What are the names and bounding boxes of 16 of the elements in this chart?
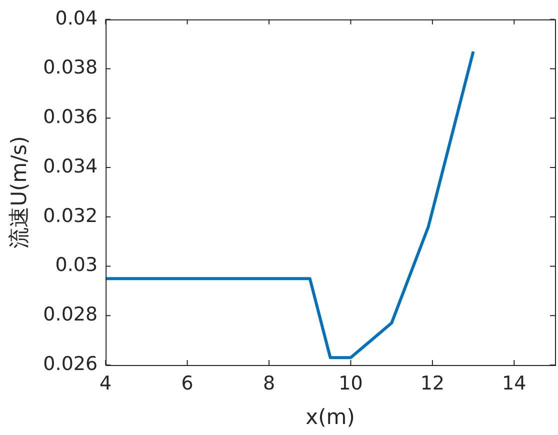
x-tick-label: 4 <box>100 372 112 394</box>
x-tick-label: 10 <box>338 372 363 394</box>
y-tick-label: 0.03 <box>55 254 98 276</box>
y-tick-label: 0.04 <box>55 7 98 30</box>
y-tick-label: 0.026 <box>43 352 98 375</box>
x-tick-label: 14 <box>502 372 526 394</box>
y-tick-label: 0.032 <box>43 204 98 227</box>
y-axis-title: 流速U(m/s) <box>7 136 32 248</box>
y-tick-label: 0.036 <box>43 106 98 128</box>
y-tick-label: 0.034 <box>43 155 98 178</box>
y-tick-label: 0.038 <box>43 56 98 79</box>
y-tick-label: 0.028 <box>43 304 98 326</box>
x-tick-label: 12 <box>420 372 445 394</box>
x-tick-label: 6 <box>181 372 194 394</box>
x-axis-title: x(m) <box>306 404 355 429</box>
x-tick-label: 8 <box>262 372 276 394</box>
